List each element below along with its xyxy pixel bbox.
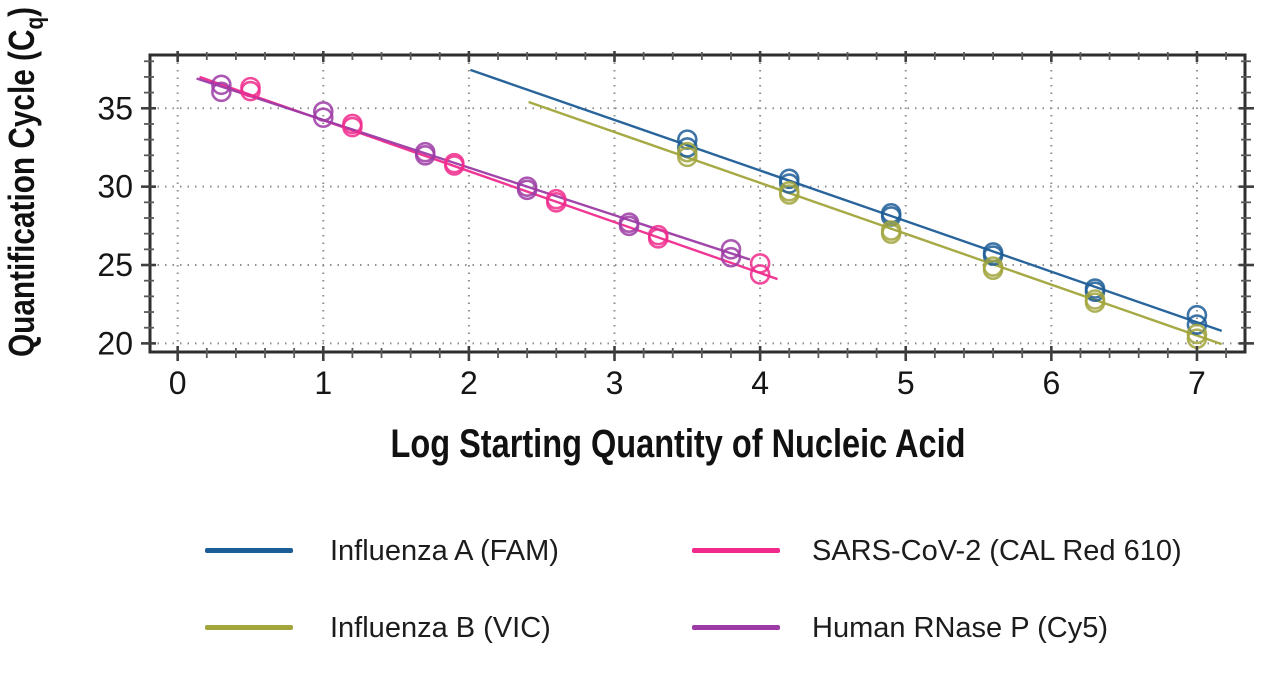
legend-label-influenza-a: Influenza A (FAM) [330, 535, 559, 567]
legend-label-sars-cov-2: SARS-CoV-2 (CAL Red 610) [812, 535, 1182, 567]
x-tick-label: 5 [897, 365, 915, 401]
data-point-series-1 [982, 259, 1004, 281]
tick-label-layer: 0 1 2 3 4 5 6 7 20 25 30 35 [97, 90, 1205, 401]
y-axis-title-main: Quantification Cycle (C [1, 30, 42, 357]
data-point-series-2 [749, 253, 771, 274]
x-tick-label: 2 [460, 365, 478, 401]
legend-label-human-rnase-p: Human RNase P (Cy5) [812, 612, 1109, 644]
data-point-series-0 [778, 173, 800, 194]
x-axis-title: Log Starting Quantity of Nucleic Acid [391, 422, 966, 466]
data-point-series-3 [312, 107, 334, 128]
legend-swatch-influenza-b [205, 625, 293, 630]
trendline-series-0 [469, 68, 1223, 332]
data-point-series-0 [1084, 281, 1106, 302]
qpcr-standard-curve-plot: 0 1 2 3 4 5 6 7 20 25 30 35 Log Starting Quantity o… [1, 7, 1254, 466]
legend-label-influenza-b: Influenza B (VIC) [330, 612, 551, 644]
y-tick-label: 25 [97, 247, 133, 283]
y-tick-label: 30 [97, 169, 133, 205]
trendline-series-1 [528, 100, 1223, 346]
data-point-series-1 [880, 223, 902, 244]
plot-frame [148, 53, 1247, 354]
data-point-series-2 [342, 116, 363, 138]
data-point-series-3 [720, 239, 742, 260]
x-tick-label: 1 [314, 365, 332, 401]
axes-frame-layer [141, 51, 1254, 361]
data-point-series-3 [516, 179, 538, 201]
data-point-series-3 [211, 74, 232, 96]
data-point-series-3 [720, 246, 742, 268]
y-axis-title-suffix: ) [1, 7, 42, 17]
data-point-series-2 [749, 264, 771, 285]
data-point-series-3 [312, 101, 334, 122]
data-point-series-3 [211, 81, 232, 103]
legend-swatch-human-rnase-p [692, 625, 780, 630]
x-tick-label: 7 [1188, 365, 1206, 401]
data-point-series-2 [647, 228, 669, 249]
grid-layer [150, 55, 1245, 352]
x-tick-label: 4 [751, 365, 769, 401]
data-point-series-2 [240, 80, 261, 102]
data-point-series-3 [618, 215, 640, 237]
y-axis-title-subscript: q [21, 17, 49, 30]
data-point-series-0 [1186, 314, 1208, 335]
data-point-series-1 [778, 184, 800, 205]
data-point-series-0 [982, 245, 1004, 266]
data-point-series-2 [444, 155, 465, 176]
data-point-series-2 [545, 192, 567, 213]
legend-swatch-influenza-a [205, 548, 293, 553]
legend-swatch-sars-cov-2 [692, 548, 780, 553]
x-tick-label: 0 [169, 365, 187, 401]
series-layer [196, 68, 1223, 349]
data-point-series-1 [677, 146, 698, 168]
x-tick-label: 3 [606, 365, 624, 401]
x-tick-label: 6 [1042, 365, 1060, 401]
y-tick-label: 35 [97, 90, 133, 126]
y-tick-label: 20 [97, 325, 133, 361]
y-axis-title: Quantification Cycle (Cq) [1, 7, 49, 357]
data-point-series-1 [1084, 292, 1106, 313]
data-point-series-3 [414, 145, 436, 166]
